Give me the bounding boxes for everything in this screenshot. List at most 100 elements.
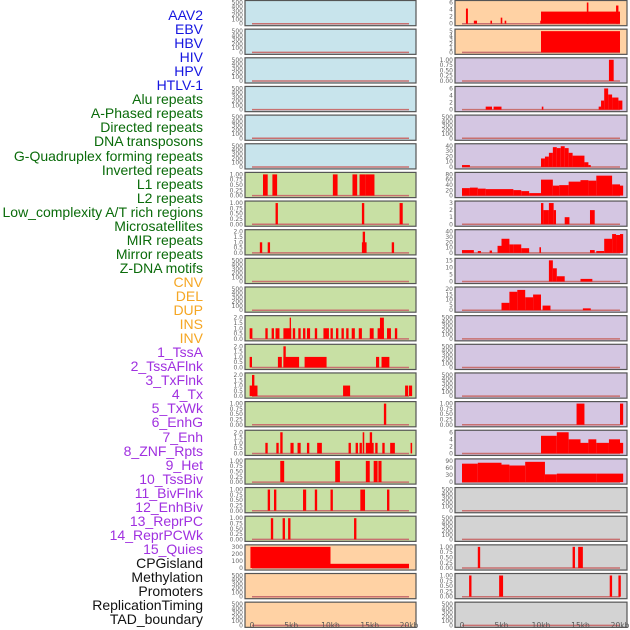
- data-bar: [568, 181, 581, 196]
- right-panel: [454, 85, 628, 113]
- y-tick-label: 0: [449, 536, 453, 543]
- row-label: Promoters: [138, 583, 203, 600]
- y-tick-label: 400: [442, 519, 454, 526]
- y-tick-label: 5: [449, 302, 453, 309]
- y-tick-label: 400: [232, 290, 244, 297]
- y-tick-label: 3: [449, 200, 453, 207]
- data-bar: [521, 248, 530, 253]
- data-bar: [596, 442, 609, 454]
- data-bar: [539, 247, 541, 253]
- data-bar: [544, 474, 557, 483]
- data-bar: [323, 328, 329, 339]
- left-panel: [244, 143, 417, 170]
- y-tick-label: 0: [449, 479, 453, 486]
- y-tick-label: 100: [232, 16, 244, 23]
- y-tick-label: 100: [442, 332, 454, 339]
- y-tick-label: 300: [442, 123, 454, 130]
- data-bar: [277, 356, 282, 368]
- y-tick-label: 0.00: [440, 78, 454, 85]
- row-label: 15_Quies: [143, 540, 203, 557]
- data-bar: [259, 242, 263, 253]
- data-bar: [352, 174, 358, 196]
- data-bar: [493, 106, 502, 110]
- data-bar: [501, 238, 510, 253]
- y-tick-label: 1.00: [230, 458, 244, 465]
- y-tick-label: 100: [442, 618, 454, 625]
- y-tick-label: 1.0: [233, 325, 243, 332]
- y-tick-label: 400: [442, 605, 454, 612]
- data-bar: [359, 442, 362, 454]
- y-tick-label: 60: [445, 465, 453, 472]
- y-tick-label: 0: [449, 279, 453, 286]
- y-tick-label: 0.25: [440, 73, 454, 80]
- y-tick-label: 400: [442, 348, 454, 355]
- y-tick-label: 300: [232, 266, 244, 273]
- y-tick-label: 4: [449, 93, 453, 100]
- row-label: L2 repeats: [136, 189, 203, 206]
- y-tick-label: 60: [445, 177, 453, 184]
- data-bar: [306, 442, 310, 454]
- y-tick-label: 100: [232, 303, 244, 310]
- left-panel: [244, 572, 417, 600]
- data-bar: [501, 464, 510, 483]
- y-tick-label: 30: [445, 148, 453, 155]
- y-tick-label: 0.50: [440, 554, 454, 561]
- y-tick-label: 100: [232, 274, 244, 281]
- y-tick-label: 0: [449, 164, 453, 171]
- y-tick-label: 1.5: [233, 377, 243, 384]
- right-panel: [454, 572, 628, 600]
- y-tick-label: 0.0: [233, 393, 243, 400]
- data-bar: [394, 328, 398, 339]
- data-bar: [612, 234, 617, 253]
- row-label: L1 repeats: [136, 175, 203, 192]
- y-tick-label: 0: [239, 78, 243, 85]
- y-tick-label: 0.50: [230, 526, 244, 533]
- y-tick-label: 0.25: [440, 560, 454, 567]
- data-bar: [267, 489, 271, 511]
- data-bar: [608, 439, 620, 454]
- left-panel: [244, 401, 417, 428]
- data-bar: [351, 328, 355, 339]
- y-tick-label: 400: [232, 605, 244, 612]
- data-bar: [360, 489, 366, 511]
- y-tick-label: 0.25: [230, 216, 244, 223]
- y-tick-label: 40: [445, 229, 453, 236]
- y-tick-label: 15: [445, 291, 453, 298]
- data-bar: [598, 106, 602, 110]
- data-bar: [282, 518, 285, 540]
- y-tick-label: 0: [239, 279, 243, 286]
- data-bar: [618, 575, 621, 597]
- data-bar: [620, 442, 624, 454]
- data-bar: [465, 8, 468, 24]
- y-tick-label: 200: [442, 499, 454, 506]
- x-tick-label: 15kb: [571, 621, 590, 630]
- data-bar: [275, 203, 278, 225]
- x-tick-label: 20kb: [400, 621, 419, 630]
- left-panel: [244, 515, 417, 543]
- y-tick-label: 500: [232, 57, 244, 64]
- data-bar: [604, 88, 609, 110]
- data-bar: [509, 244, 514, 253]
- y-tick-label: 0.25: [440, 417, 454, 424]
- data-bar: [584, 162, 589, 167]
- y-tick-label: 2: [449, 14, 453, 21]
- data-bar: [265, 442, 268, 454]
- data-bar: [618, 100, 623, 110]
- row-label: HIV: [179, 49, 203, 66]
- data-bar: [381, 356, 390, 368]
- y-tick-label: 0: [449, 336, 453, 343]
- y-tick-label: 400: [232, 147, 244, 154]
- y-tick-label: 500: [442, 343, 454, 350]
- y-tick-label: 2: [449, 443, 453, 450]
- x-tick-label: 0: [460, 621, 465, 630]
- y-tick-label: 300: [442, 524, 454, 531]
- data-bar: [270, 518, 274, 540]
- y-tick-label: 500: [232, 601, 244, 608]
- x-tick-label: 10kb: [532, 621, 551, 630]
- right-panel: [454, 372, 628, 399]
- y-tick-label: 300: [442, 610, 454, 617]
- y-tick-label: 0.50: [230, 497, 244, 504]
- data-bar: [314, 489, 318, 511]
- y-tick-label: 200: [232, 155, 244, 162]
